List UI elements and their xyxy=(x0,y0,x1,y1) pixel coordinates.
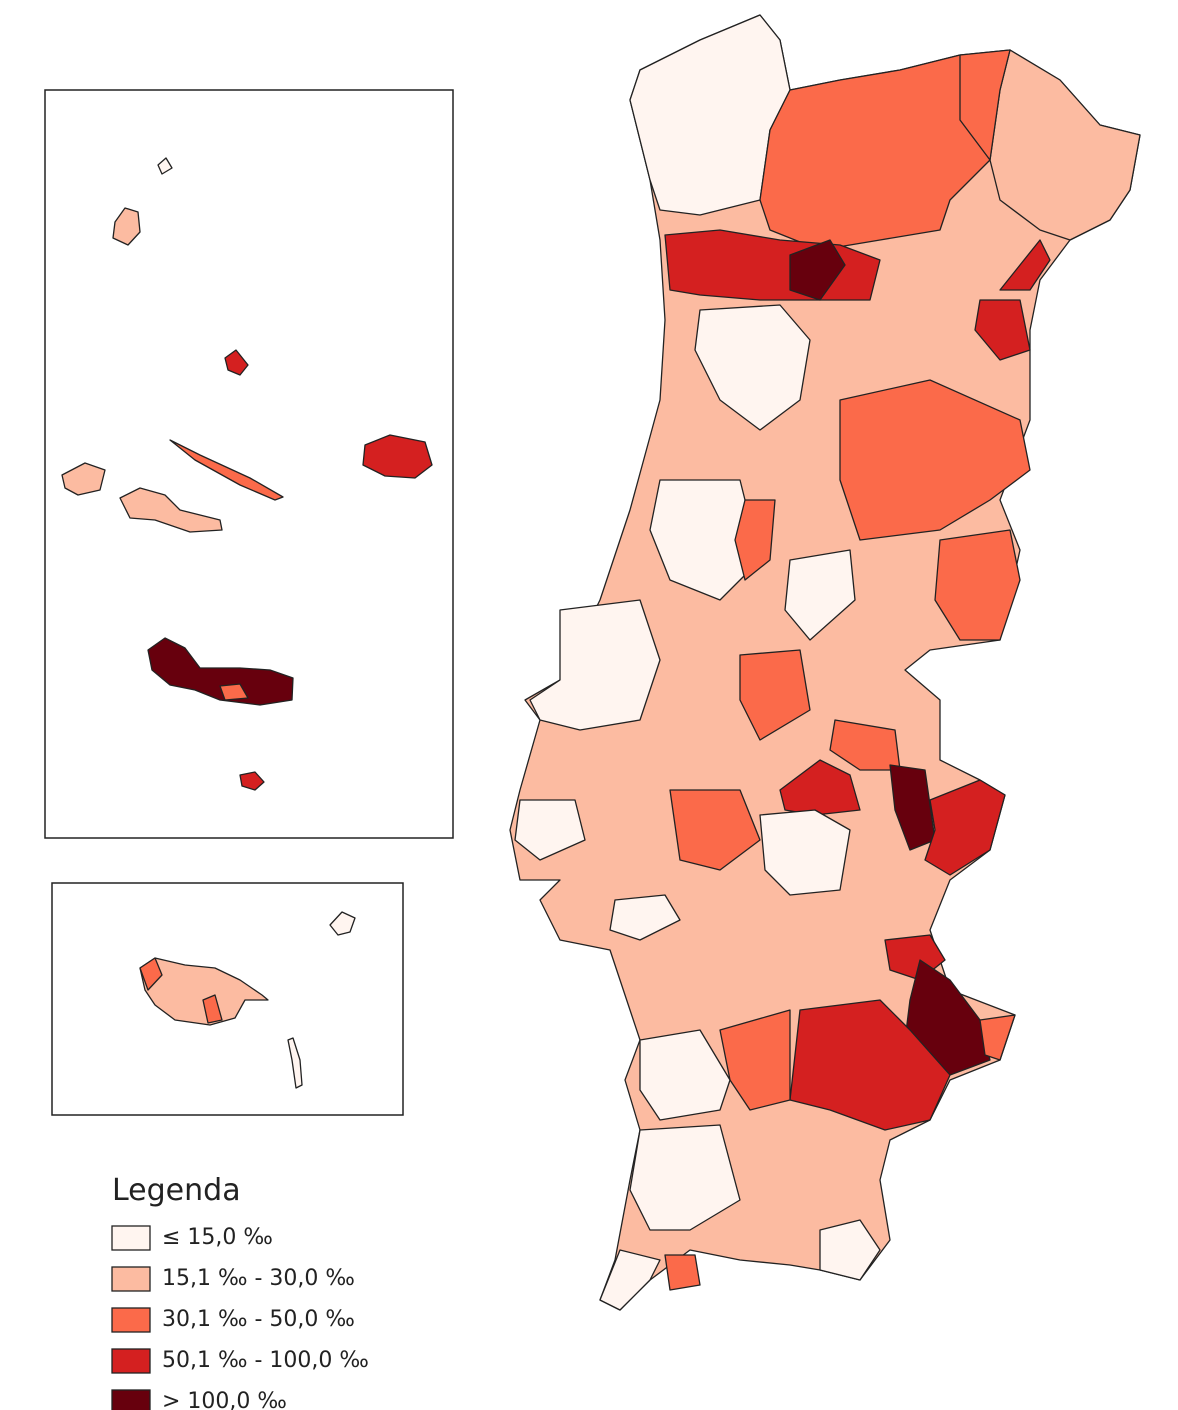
region xyxy=(889,764,936,851)
region xyxy=(779,759,861,816)
region xyxy=(629,1124,741,1231)
legend-swatch xyxy=(111,1307,151,1333)
island xyxy=(119,487,223,533)
region xyxy=(664,1254,701,1291)
region xyxy=(759,809,851,896)
madeira-inset xyxy=(51,882,404,1116)
legend-label: ≤ 15,0 ‰ xyxy=(162,1225,273,1250)
region xyxy=(789,999,951,1131)
legend-swatch xyxy=(111,1348,151,1374)
region xyxy=(639,1029,731,1121)
legend-label: 15,1 ‰ - 30,0 ‰ xyxy=(162,1266,355,1291)
region xyxy=(959,49,1011,161)
azores-inset xyxy=(44,89,454,839)
region xyxy=(649,479,761,601)
region xyxy=(759,54,1001,251)
region xyxy=(739,649,811,741)
island xyxy=(157,157,173,175)
legend-label: 50,1 ‰ - 100,0 ‰ xyxy=(162,1348,369,1373)
legend: Legenda ≤ 15,0 ‰ 15,1 ‰ - 30,0 ‰ 30,1 ‰ - … xyxy=(111,1173,369,1410)
region xyxy=(999,239,1051,291)
mainland xyxy=(509,14,1141,1311)
island xyxy=(202,994,223,1024)
legend-label: 30,1 ‰ - 50,0 ‰ xyxy=(162,1307,355,1332)
island xyxy=(112,207,141,246)
legend-swatch xyxy=(111,1389,151,1410)
legend-title: Legenda xyxy=(112,1173,241,1208)
island xyxy=(139,957,163,991)
region xyxy=(934,529,1021,641)
island xyxy=(224,349,249,376)
region xyxy=(734,499,776,581)
island xyxy=(219,683,249,701)
island xyxy=(169,439,284,501)
island xyxy=(362,434,433,479)
region xyxy=(829,719,901,771)
region xyxy=(694,304,811,431)
island xyxy=(329,911,356,936)
island xyxy=(139,957,269,1026)
region xyxy=(974,299,1031,361)
region xyxy=(784,549,856,641)
region xyxy=(719,1009,791,1111)
region xyxy=(789,239,846,301)
legend-swatch xyxy=(111,1266,151,1292)
region xyxy=(819,1219,881,1281)
region xyxy=(669,789,761,871)
region xyxy=(599,1249,661,1311)
island xyxy=(147,637,294,706)
island xyxy=(61,462,106,496)
region xyxy=(839,379,1031,541)
region xyxy=(609,894,681,941)
island xyxy=(287,1037,303,1089)
region xyxy=(514,799,586,861)
region xyxy=(924,779,1006,876)
legend-swatch xyxy=(111,1225,151,1251)
region xyxy=(979,1014,1016,1061)
island xyxy=(239,771,265,791)
legend-label: > 100,0 ‰ xyxy=(162,1389,287,1410)
region xyxy=(529,599,661,731)
region xyxy=(904,959,991,1076)
